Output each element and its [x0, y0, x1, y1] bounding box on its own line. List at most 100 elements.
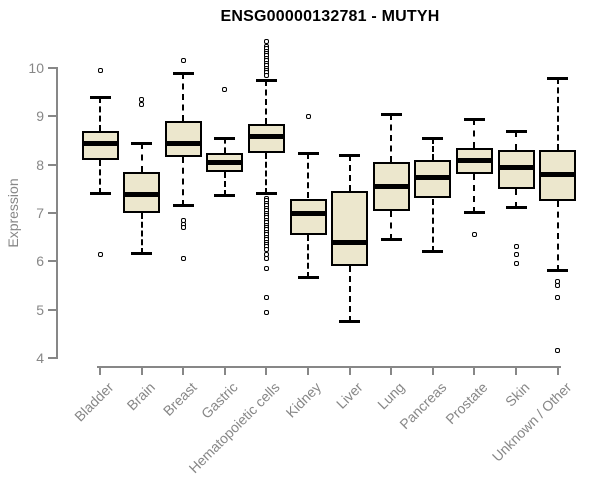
lower-whisker-line [182, 157, 185, 206]
lower-whisker-line [348, 266, 351, 322]
x-tick-label: Breast [159, 379, 200, 419]
median-line [208, 160, 242, 166]
upper-whisker-line [515, 130, 517, 151]
upper-whisker-cap [339, 154, 361, 157]
x-axis-tick [556, 366, 559, 375]
median-line [166, 140, 200, 146]
y-axis-tick [48, 115, 56, 118]
lower-whisker-line [223, 171, 226, 197]
lower-whisker-line [556, 200, 559, 271]
x-axis-tick [140, 366, 143, 375]
outlier-point [180, 58, 186, 64]
outlier-point [263, 266, 269, 272]
lower-whisker-line [515, 188, 517, 209]
lower-whisker-line [431, 198, 434, 252]
outlier-point [471, 232, 477, 238]
outlier-point [305, 113, 311, 119]
y-axis-tick [48, 67, 56, 69]
lower-whisker-cap [422, 249, 444, 253]
outlier-point [139, 96, 145, 102]
y-tick-label: 10 [28, 60, 44, 76]
outlier-point [555, 348, 561, 354]
x-axis-tick [473, 366, 476, 375]
upper-whisker-line [182, 72, 185, 122]
outlier-point [555, 283, 561, 288]
median-line [499, 165, 533, 171]
upper-whisker-cap [131, 141, 153, 145]
outlier-point [97, 251, 103, 257]
lower-whisker-line [473, 174, 476, 213]
upper-whisker-cap [89, 96, 111, 99]
upper-whisker-line [223, 138, 226, 153]
y-axis-tick [48, 260, 56, 263]
x-tick-label: Bladder [70, 379, 117, 425]
lower-whisker-line [140, 213, 143, 255]
lower-whisker-cap [297, 276, 319, 280]
x-tick-label: Kidney [282, 379, 325, 421]
y-tick-label: 7 [36, 205, 44, 221]
upper-whisker-line [140, 142, 143, 172]
lower-whisker-cap [380, 237, 402, 241]
x-tick-label: Prostate [442, 379, 491, 428]
median-line [416, 174, 450, 180]
outlier-point [263, 256, 269, 262]
y-tick-label: 9 [36, 108, 44, 125]
boxplot-box [289, 198, 327, 235]
y-axis-line [56, 67, 58, 359]
lower-whisker-cap [547, 269, 569, 272]
x-axis-tick [515, 366, 517, 375]
outlier-point [263, 72, 269, 78]
lower-whisker-line [307, 234, 309, 279]
upper-whisker-line [307, 152, 309, 199]
y-axis-tick [48, 308, 56, 311]
x-axis-tick [348, 366, 351, 375]
lower-whisker-line [390, 210, 393, 240]
y-tick-label: 4 [36, 350, 44, 366]
outlier-point [555, 295, 561, 301]
boxplot-box [164, 121, 202, 158]
x-tick-label: Liver [333, 379, 366, 412]
outlier-point [263, 251, 269, 257]
upper-whisker-line [265, 80, 268, 124]
outlier-point [180, 225, 186, 230]
upper-whisker-line [431, 138, 434, 160]
outlier-point [139, 101, 145, 107]
median-line [249, 133, 283, 139]
upper-whisker-cap [422, 137, 444, 141]
lower-whisker-cap [505, 206, 527, 210]
lower-whisker-cap [89, 191, 111, 195]
boxplot-box [331, 191, 369, 267]
median-line [83, 140, 117, 146]
upper-whisker-line [556, 77, 559, 151]
lower-whisker-line [265, 152, 268, 194]
outlier-point [263, 246, 269, 252]
lower-whisker-line [99, 159, 101, 194]
outlier-point [513, 251, 519, 257]
upper-whisker-cap [505, 129, 527, 133]
upper-whisker-cap [172, 71, 194, 75]
upper-whisker-cap [214, 137, 236, 141]
x-axis-line [97, 366, 561, 368]
median-line [125, 191, 159, 197]
lower-whisker-cap [463, 211, 485, 214]
outlier-point [513, 261, 519, 267]
y-tick-label: 6 [36, 253, 44, 270]
outlier-point [263, 38, 269, 44]
lower-whisker-cap [339, 319, 361, 323]
y-tick-label: 5 [36, 301, 44, 318]
y-axis-tick [48, 212, 56, 214]
outlier-point [513, 244, 519, 250]
x-axis-tick [182, 366, 185, 375]
x-tick-label: Unknown / Other [488, 379, 574, 465]
x-tick-label: Lung [374, 379, 408, 413]
x-tick-label: Skin [501, 379, 533, 410]
x-tick-label: Brain [123, 379, 158, 414]
y-tick-label: 8 [36, 156, 44, 173]
outlier-point [263, 309, 269, 315]
outlier-point [263, 295, 269, 301]
upper-whisker-line [348, 155, 351, 192]
median-line [541, 172, 575, 178]
upper-whisker-cap [297, 151, 319, 155]
x-axis-tick [390, 366, 393, 375]
